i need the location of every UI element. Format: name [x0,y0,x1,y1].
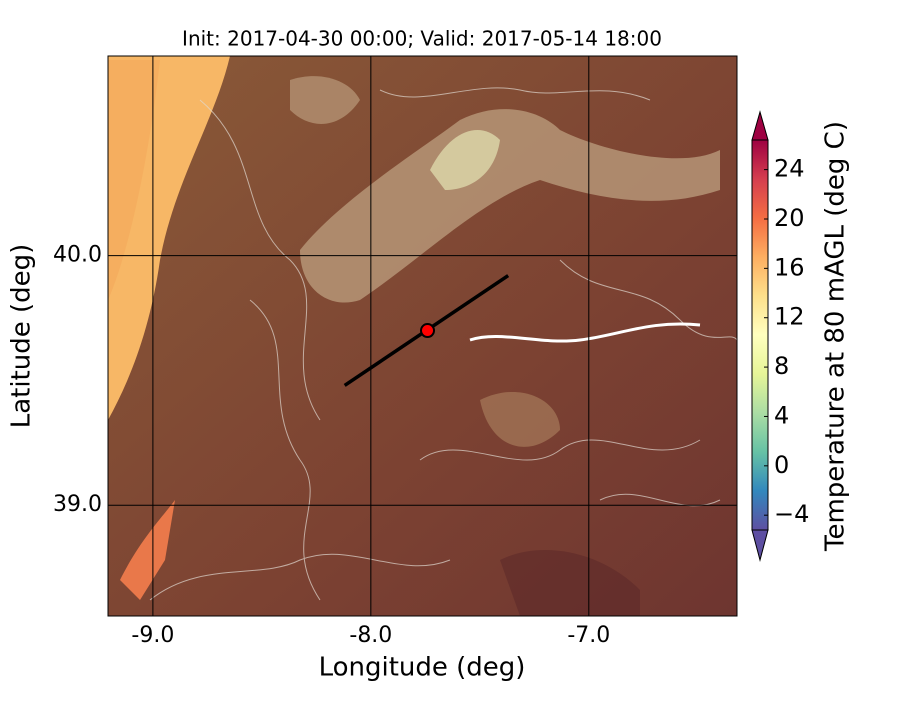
title: Init: 2017-04-30 00:00; Valid: 2017-05-1… [182,27,662,51]
colorbar-tick-label: 16 [774,253,805,281]
colorbar-tick-label: 24 [774,155,805,183]
colorbar-tick-label: −4 [774,500,809,528]
colorbar-extend-top [751,110,769,141]
colorbar-tick-label: 20 [774,204,805,232]
location-marker [420,323,436,339]
colorbar-tick-label: 8 [774,352,789,380]
plot-frame [107,55,738,617]
colorbar-extend-bottom [751,529,769,562]
y-tick-label: 39.0 [53,492,102,517]
colorbar [752,140,768,530]
colorbar-tick-label: 12 [774,303,805,331]
x-tick-label: -9.0 [131,623,174,648]
x-tick-label: -7.0 [567,623,610,648]
terrain-background [108,56,737,616]
x-tick-label: -8.0 [349,623,392,648]
colorbar-tick-label: 0 [774,451,789,479]
colorbar-frame [751,139,769,531]
colorbar-label: Temperature at 80 mAGL (deg C) [821,121,851,552]
y-axis-label: Latitude (deg) [7,244,37,429]
colorbar-tick-label: 4 [774,401,789,429]
y-tick-label: 40.0 [53,243,102,268]
x-axis-label: Longitude (deg) [319,653,526,683]
